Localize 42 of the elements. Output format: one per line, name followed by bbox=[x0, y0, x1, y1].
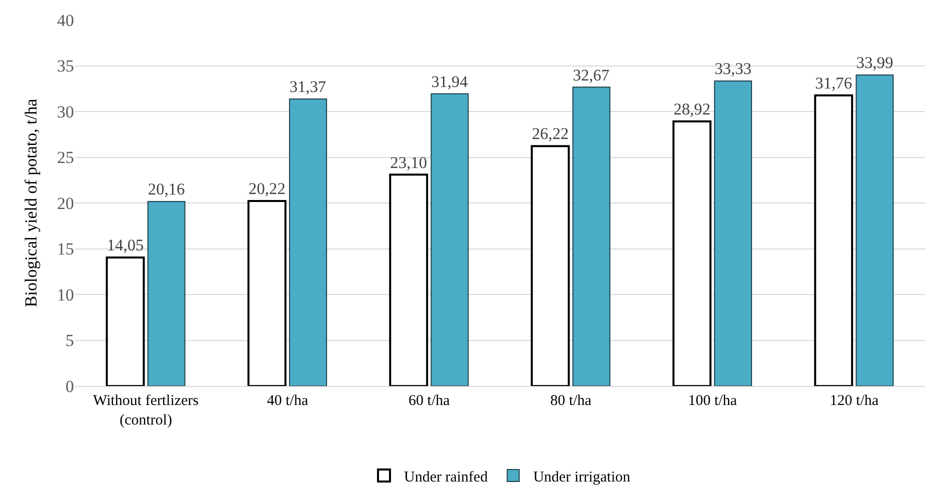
bar bbox=[814, 94, 854, 386]
bar bbox=[289, 98, 328, 386]
data-label: 23,10 bbox=[390, 152, 428, 172]
y-tick-label: 10 bbox=[57, 285, 74, 304]
bar bbox=[106, 256, 145, 386]
legend-label: Under rainfed bbox=[404, 469, 488, 486]
data-label: 32,67 bbox=[572, 66, 610, 84]
data-label: 31,37 bbox=[290, 78, 326, 96]
bar bbox=[247, 200, 286, 386]
x-tick-label: 80 t/ha bbox=[550, 393, 592, 409]
y-tick-label: 5 bbox=[66, 331, 74, 350]
y-tick-label: 15 bbox=[57, 240, 74, 259]
data-label: 20,16 bbox=[148, 180, 185, 199]
x-tick-label: Without fertlizers (control) bbox=[93, 393, 199, 428]
x-tick-label: 100 t/ha bbox=[688, 393, 738, 409]
y-tick-label: 30 bbox=[57, 102, 74, 122]
x-tick-label: 120 t/ha bbox=[830, 393, 879, 409]
bar bbox=[714, 80, 752, 386]
bar bbox=[147, 201, 186, 386]
data-label: 20,22 bbox=[248, 179, 286, 198]
y-tick-label: 25 bbox=[57, 148, 74, 168]
y-tick-label: 0 bbox=[66, 376, 74, 396]
bar bbox=[572, 86, 610, 386]
y-tick-label: 35 bbox=[57, 56, 74, 76]
bar bbox=[530, 145, 570, 386]
data-label: 33,99 bbox=[856, 53, 894, 72]
y-tick-label: 20 bbox=[57, 194, 74, 213]
data-label: 31,94 bbox=[431, 72, 468, 91]
legend-label: Under irrigation bbox=[533, 469, 631, 486]
y-tick-label: 40 bbox=[57, 10, 74, 30]
bar bbox=[672, 120, 712, 386]
data-label: 31,76 bbox=[815, 74, 852, 93]
data-label: 14,05 bbox=[106, 236, 144, 255]
data-label: 33,33 bbox=[714, 59, 752, 78]
x-tick-label: 40 t/ha bbox=[266, 393, 308, 409]
data-label: 28,92 bbox=[673, 100, 710, 119]
bar bbox=[389, 174, 428, 386]
bar bbox=[430, 93, 469, 386]
y-axis-title: Biological yield of potato, t/ha bbox=[22, 98, 41, 308]
data-label: 26,22 bbox=[532, 124, 569, 144]
bar bbox=[856, 74, 894, 386]
x-tick-label: 60 t/ha bbox=[408, 393, 450, 409]
